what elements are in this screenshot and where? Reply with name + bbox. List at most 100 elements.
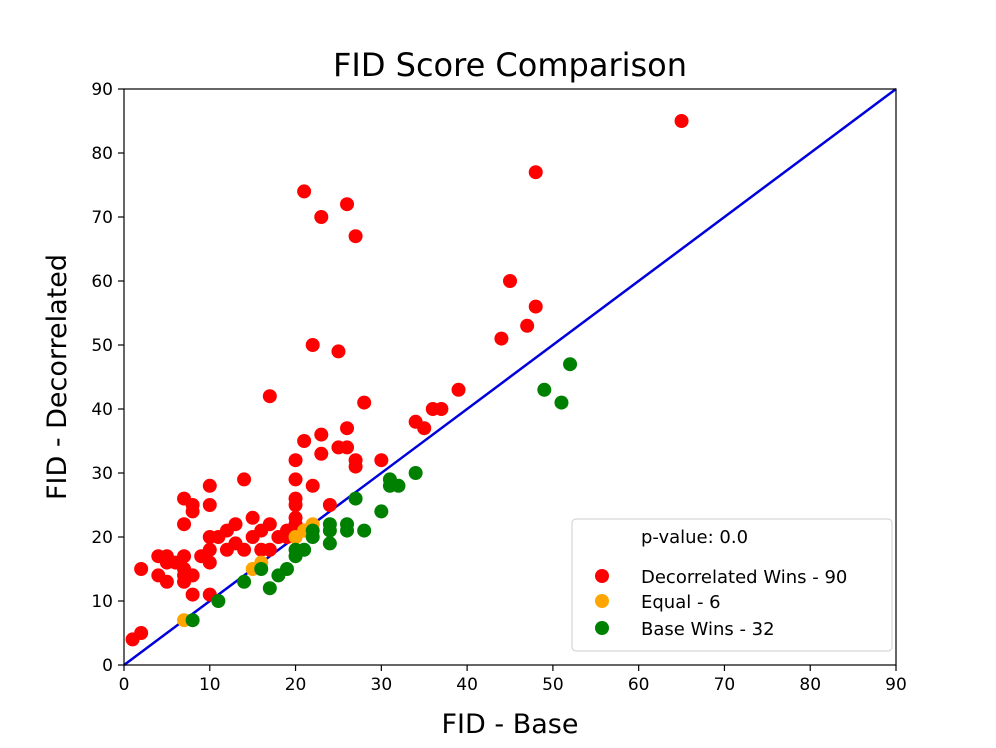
x-tick-label: 80 [799,675,821,695]
data-point-series-0 [177,549,192,564]
legend-label-base: Base Wins - 32 [641,619,775,640]
ticks-layer: 0 10 20 30 40 50 60 70 80 90 0 10 20 30 40 50 60 70 80 90 [91,80,906,695]
data-point-series-2 [262,581,277,596]
data-point-series-0 [237,472,252,487]
data-point-series-0 [297,434,312,448]
x-axis-label: FID - Base [442,709,579,740]
legend-marker-decorrelated [595,569,609,583]
data-point-series-0 [528,165,543,180]
y-tick-label: 10 [91,592,113,612]
data-point-series-0 [185,498,200,512]
x-tick-label: 0 [119,675,130,695]
data-point-series-0 [434,402,449,416]
data-point-series-0 [134,562,149,576]
x-tick-label: 60 [628,675,650,695]
y-tick-label: 0 [102,656,113,676]
plot-frame [123,88,897,666]
x-tick-label: 30 [371,675,393,695]
points-layer [125,114,689,647]
data-point-series-0 [674,114,689,128]
data-point-series-2 [305,523,320,538]
x-tick-label: 50 [542,675,564,695]
legend-label-decorrelated: Decorrelated Wins - 90 [641,567,847,588]
data-point-series-0 [451,382,466,397]
legend-marker-equal [595,594,609,608]
data-point-series-0 [202,542,217,557]
data-point-series-2 [391,478,406,493]
data-point-series-2 [374,504,389,519]
data-point-series-0 [297,184,312,199]
data-point-series-2 [563,357,578,372]
data-point-series-0 [288,472,303,487]
data-point-series-0 [357,395,372,410]
data-point-series-0 [340,421,355,436]
y-tick-label: 50 [91,336,113,356]
data-point-series-0 [348,453,363,468]
legend: p-value: 0.0 Decorrelated Wins - 90 Equa… [571,518,893,652]
data-point-series-0 [185,568,200,583]
y-tick-label: 90 [91,80,113,100]
data-point-series-0 [228,517,243,532]
y-tick-label: 70 [91,208,113,228]
data-point-series-2 [254,562,269,576]
chart-title: FID Score Comparison [333,46,687,84]
data-point-series-2 [211,594,226,608]
data-point-series-2 [357,523,372,538]
data-point-series-2 [185,613,200,628]
data-point-series-0 [202,555,217,570]
data-point-series-0 [288,491,303,506]
y-tick-label: 20 [91,528,113,548]
legend-marker-base [595,621,609,635]
data-point-series-2 [348,491,363,506]
data-point-series-0 [528,299,543,314]
data-point-series-2 [340,517,355,532]
data-point-series-0 [237,542,252,557]
data-point-series-0 [340,440,355,455]
x-tick-label: 70 [714,675,736,695]
data-point-series-2 [279,562,294,576]
data-point-series-2 [322,517,337,532]
data-point-series-0 [202,478,217,493]
data-point-series-2 [554,395,569,410]
data-point-series-0 [417,421,432,436]
data-point-series-0 [288,510,303,525]
y-tick-label: 60 [91,272,113,292]
x-tick-label: 40 [456,675,478,695]
data-point-series-0 [340,197,355,212]
x-tick-label: 20 [285,675,307,695]
data-point-series-0 [503,274,517,288]
data-point-series-2 [322,536,337,551]
legend-label-equal: Equal - 6 [641,592,721,613]
data-point-series-0 [177,517,192,532]
data-point-series-0 [494,331,509,346]
data-point-series-0 [348,229,363,244]
data-point-series-0 [314,210,329,224]
y-tick-label: 40 [91,400,113,420]
data-point-series-2 [237,574,252,589]
data-point-series-0 [185,587,200,602]
data-point-series-0 [159,574,174,589]
data-point-series-2 [408,466,423,480]
data-point-series-0 [314,446,329,461]
data-point-series-0 [322,498,337,512]
data-point-series-0 [202,498,217,512]
data-point-series-0 [305,338,320,352]
data-point-series-0 [331,344,346,359]
data-point-series-2 [297,542,312,557]
data-point-series-0 [520,318,535,333]
data-point-series-0 [262,542,277,557]
data-point-series-0 [288,453,303,468]
data-point-series-0 [134,626,149,640]
legend-box [571,518,893,652]
data-point-series-0 [245,510,260,525]
data-point-series-0 [305,478,320,493]
y-axis-label: FID - Decorrelated [42,254,73,500]
data-point-series-0 [262,517,277,532]
x-tick-label: 10 [199,675,221,695]
y-tick-label: 80 [91,144,113,164]
data-point-series-2 [537,382,552,397]
data-point-series-0 [262,389,277,404]
p-value-annotation: p-value: 0.0 [641,527,748,548]
y-tick-label: 30 [91,464,113,484]
